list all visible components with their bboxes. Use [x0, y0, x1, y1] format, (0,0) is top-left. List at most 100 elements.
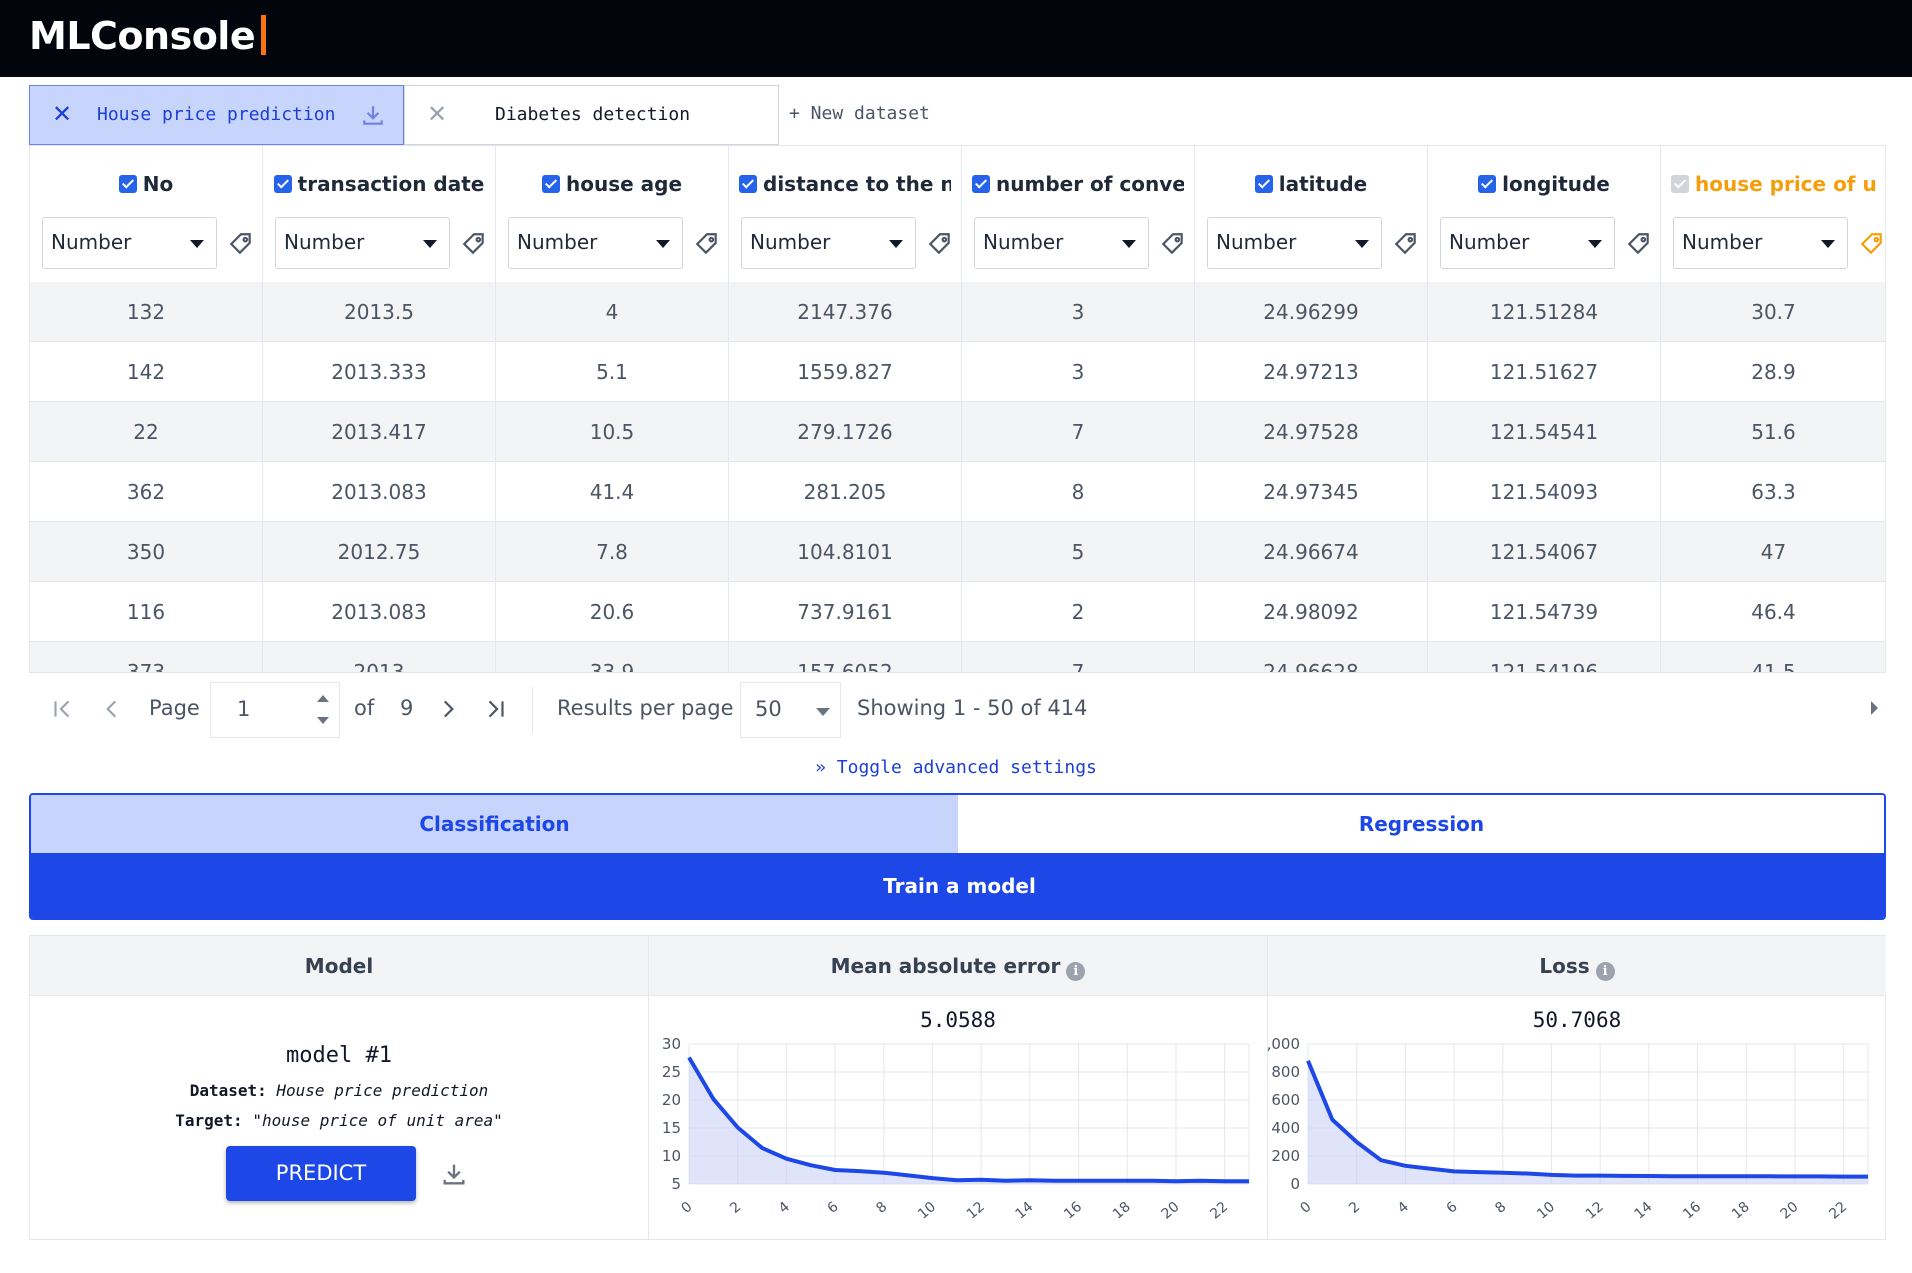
column-checkbox[interactable] [541, 175, 560, 193]
column-label: longitude [1502, 172, 1610, 196]
predict-button[interactable]: PREDICT [226, 1146, 416, 1201]
table-cell: 279.1726 [729, 402, 962, 462]
column-type-select[interactable]: Number [1207, 217, 1382, 269]
column-checkbox[interactable] [1478, 175, 1497, 193]
model-header-label: Model [304, 954, 374, 978]
dataset-tab-house-price[interactable]: ✕ House price prediction [29, 85, 404, 145]
y-tick-label: 1,000 [1268, 1036, 1300, 1053]
table-cell: 104.8101 [729, 522, 962, 582]
table-cell: 24.97528 [1195, 402, 1428, 462]
last-page-icon[interactable] [483, 696, 509, 722]
column-type-select[interactable]: Number [741, 217, 916, 269]
mae-header-label: Mean absolute error [830, 954, 1061, 978]
column-title: latitude [1205, 172, 1417, 200]
column-type-value: Number [750, 230, 831, 254]
column-checkbox[interactable] [1254, 175, 1273, 193]
column-checkbox[interactable] [972, 175, 990, 193]
table-cell: 2147.376 [729, 282, 962, 342]
tag-icon[interactable] [1626, 231, 1652, 257]
column-type-select[interactable]: Number [1673, 217, 1848, 269]
model-column: Model model #1 Dataset: House price pred… [30, 936, 649, 1239]
x-tick-label: 20 [1159, 1199, 1183, 1223]
pagination-bar: Page 1 of 9 Results per page 50 Showing … [29, 672, 1886, 745]
table-cell: 46.4 [1661, 582, 1885, 642]
info-icon[interactable]: i [1066, 962, 1086, 981]
page-input[interactable]: 1 [210, 682, 340, 738]
close-icon[interactable]: ✕ [52, 100, 73, 128]
table-row[interactable]: 350 2012.75 7.8 104.8101 5 24.96674 121.54067 4… [30, 522, 1885, 582]
tag-icon[interactable] [1393, 231, 1419, 257]
prev-page-icon[interactable] [99, 696, 125, 722]
tag-icon[interactable] [228, 231, 254, 257]
loss-value: 50.7068 [1532, 1008, 1622, 1032]
table-cell: 24.96299 [1195, 282, 1428, 342]
x-tick-label: 0 [678, 1199, 695, 1217]
download-icon[interactable] [440, 1160, 468, 1188]
column-checkbox[interactable] [273, 175, 292, 193]
x-tick-label: 18 [1729, 1199, 1753, 1223]
column-type-select[interactable]: Number [42, 217, 217, 269]
page-label: Page [149, 696, 200, 720]
results-table: Model model #1 Dataset: House price pred… [29, 935, 1886, 1240]
scroll-right-icon[interactable] [1871, 701, 1878, 715]
column-title: transaction date [273, 172, 485, 200]
tag-icon[interactable] [694, 231, 720, 257]
tag-icon[interactable] [927, 231, 953, 257]
app-logo[interactable]: MLConsole [29, 14, 267, 58]
column-checkbox[interactable] [1671, 175, 1689, 193]
spin-up-icon[interactable] [317, 695, 329, 702]
table-cell: 121.54541 [1428, 402, 1661, 462]
column-type-value: Number [284, 230, 365, 254]
column-label: number of conveni [996, 172, 1184, 196]
column-type-value: Number [517, 230, 598, 254]
x-tick-label: 2 [1346, 1199, 1363, 1217]
tab-classification[interactable]: Classification [31, 795, 958, 853]
column-type-select[interactable]: Number [275, 217, 450, 269]
table-cell: 281.205 [729, 462, 962, 522]
table-row[interactable]: 362 2013.083 41.4 281.205 8 24.97345 121.54093… [30, 462, 1885, 522]
target-tag-icon[interactable] [1859, 231, 1885, 257]
train-model-button[interactable]: Train a model [31, 853, 1884, 918]
table-cell: 142 [30, 342, 263, 402]
table-cell: 22 [30, 402, 263, 462]
per-page-value: 50 [755, 697, 782, 721]
x-tick-label: 22 [1826, 1199, 1850, 1223]
mae-value: 5.0588 [920, 1008, 996, 1032]
chevron-down-icon [423, 240, 437, 248]
spin-down-icon[interactable] [317, 717, 329, 724]
per-page-select[interactable]: 50 [740, 682, 841, 738]
column-type-select[interactable]: Number [1440, 217, 1615, 269]
close-icon[interactable]: ✕ [427, 100, 448, 128]
new-dataset-button[interactable]: + New dataset [789, 103, 930, 124]
column-checkbox[interactable] [739, 175, 757, 193]
loss-header: Loss i [1268, 936, 1886, 996]
info-icon[interactable]: i [1595, 962, 1615, 981]
column-checkbox[interactable] [118, 175, 137, 193]
table-row[interactable]: 132 2013.5 4 2147.376 3 24.96299 121.51284 30.7 [30, 282, 1885, 342]
table-row[interactable]: 142 2013.333 5.1 1559.827 3 24.97213 121.51627… [30, 342, 1885, 402]
tab-regression[interactable]: Regression [958, 795, 1884, 853]
table-cell: 116 [30, 582, 263, 642]
tag-icon[interactable] [1160, 231, 1186, 257]
table-cell: 2012.75 [263, 522, 496, 582]
download-icon[interactable] [360, 102, 386, 128]
page-value: 1 [237, 697, 251, 721]
table-row[interactable]: 116 2013.083 20.6 737.9161 2 24.98092 121.5473… [30, 582, 1885, 642]
x-tick-label: 20 [1778, 1199, 1802, 1223]
toggle-advanced-settings[interactable]: » Toggle advanced settings [815, 757, 1097, 778]
y-tick-label: 10 [662, 1147, 681, 1165]
y-tick-label: 0 [1290, 1175, 1300, 1193]
table-cell: 20.6 [496, 582, 729, 642]
next-page-icon[interactable] [435, 696, 461, 722]
table-row[interactable]: 22 2013.417 10.5 279.1726 7 24.97528 121.54541… [30, 402, 1885, 462]
table-cell: 132 [30, 282, 263, 342]
x-tick-label: 14 [1012, 1199, 1036, 1223]
tag-icon[interactable] [461, 231, 487, 257]
column-type-select[interactable]: Number [508, 217, 683, 269]
first-page-icon[interactable] [49, 696, 75, 722]
total-pages: 9 [400, 696, 414, 720]
x-tick-label: 12 [1583, 1199, 1607, 1223]
table-cell: 2013.333 [263, 342, 496, 402]
column-type-select[interactable]: Number [974, 217, 1149, 269]
dataset-tab-diabetes[interactable]: ✕ Diabetes detection [404, 85, 779, 145]
